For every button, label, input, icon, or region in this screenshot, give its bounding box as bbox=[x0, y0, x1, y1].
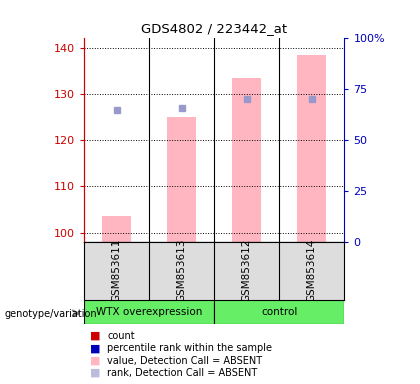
Bar bbox=[297, 55, 326, 242]
Text: GSM853611: GSM853611 bbox=[112, 239, 121, 303]
Text: GSM853613: GSM853613 bbox=[177, 239, 186, 303]
Bar bbox=[167, 117, 196, 242]
Text: control: control bbox=[261, 307, 297, 317]
Text: GSM853614: GSM853614 bbox=[307, 239, 317, 303]
Text: WTX overexpression: WTX overexpression bbox=[96, 307, 202, 317]
Bar bbox=[84, 300, 214, 324]
Text: GDS4802 / 223442_at: GDS4802 / 223442_at bbox=[141, 22, 287, 35]
Text: genotype/variation: genotype/variation bbox=[4, 309, 97, 319]
Text: GSM853612: GSM853612 bbox=[242, 239, 252, 303]
Text: count: count bbox=[107, 331, 135, 341]
Bar bbox=[232, 78, 261, 242]
Text: percentile rank within the sample: percentile rank within the sample bbox=[107, 343, 272, 353]
Text: value, Detection Call = ABSENT: value, Detection Call = ABSENT bbox=[107, 356, 262, 366]
Bar bbox=[102, 217, 131, 242]
Text: ■: ■ bbox=[90, 343, 101, 353]
Text: ■: ■ bbox=[90, 356, 101, 366]
Bar bbox=[214, 300, 344, 324]
Text: ■: ■ bbox=[90, 368, 101, 378]
Text: ■: ■ bbox=[90, 331, 101, 341]
Text: rank, Detection Call = ABSENT: rank, Detection Call = ABSENT bbox=[107, 368, 257, 378]
